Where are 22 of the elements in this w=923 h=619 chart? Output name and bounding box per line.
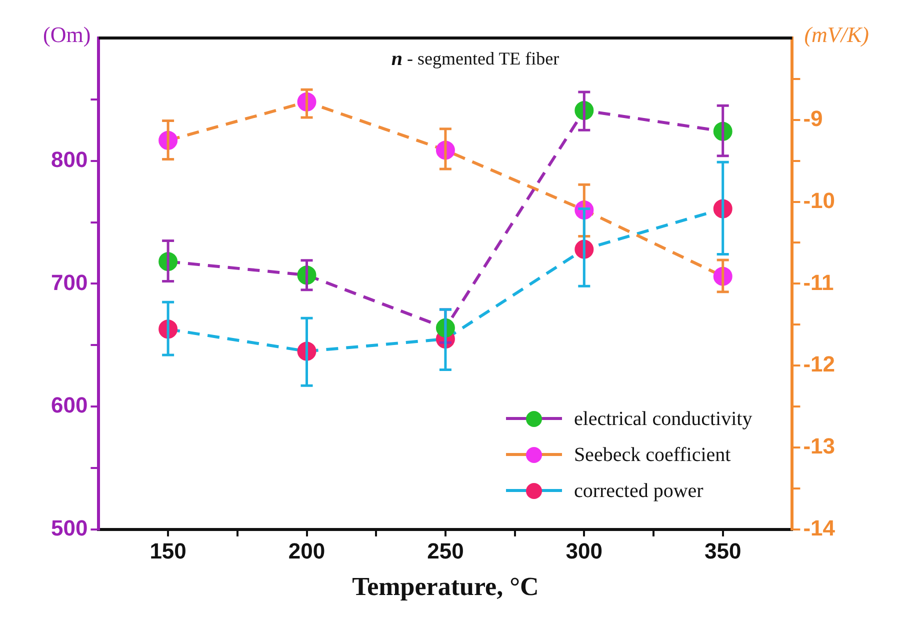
y-axis-title: (Om) <box>43 22 91 47</box>
legend-label: corrected power <box>574 480 704 503</box>
legend-label: Seebeck coefficient <box>574 444 731 467</box>
x-tick-label: 150 <box>150 538 186 564</box>
y2-tick-label: -12 <box>803 352 835 377</box>
y-tick-label: 700 <box>50 270 88 295</box>
text: n - segmented TE fiber <box>391 48 560 70</box>
y-tick-label: 500 <box>50 515 88 540</box>
legend-label: electrical conductivity <box>574 408 752 431</box>
y2-tick-label: -11 <box>803 270 834 295</box>
y2-axis-title: (mV/K) <box>804 22 869 47</box>
x-tick-label: 300 <box>566 538 603 564</box>
x-axis-title: Temperature, °C <box>352 572 539 602</box>
y-tick-label: 800 <box>50 146 88 172</box>
x-tick-label: 250 <box>427 538 464 564</box>
x-tick-label: 350 <box>704 538 742 564</box>
y2-tick-label: -14 <box>803 515 836 540</box>
y2-tick-label: -13 <box>803 434 835 459</box>
y-tick-label: 600 <box>50 392 88 418</box>
y2-tick-label: -9 <box>803 106 823 131</box>
y2-tick-label: -10 <box>803 188 835 213</box>
x-tick-label: 200 <box>288 538 326 564</box>
